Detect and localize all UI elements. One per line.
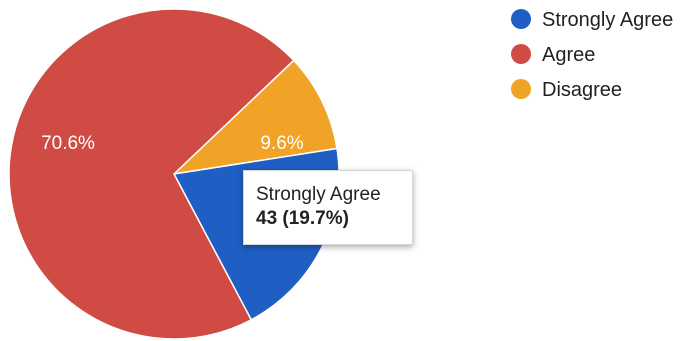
legend-label-agree[interactable]: Agree [542,44,595,66]
pie-slice-disagree[interactable] [171,59,338,176]
slice-label-disagree: 9.6% [260,133,303,154]
legend-label-strongly-agree[interactable]: Strongly Agree [542,9,673,31]
pie-slice-agree[interactable] [8,8,295,340]
legend-label-disagree[interactable]: Disagree [542,79,622,101]
tooltip-title: Strongly Agree [256,184,381,205]
legend: Strongly Agree Agree Disagree [511,9,673,101]
legend-marker-disagree [511,79,531,99]
tooltip: Strongly Agree 43 (19.7%) [243,170,413,245]
slice-label-agree: 70.6% [41,133,95,154]
tooltip-value: 43 (19.7%) [256,208,349,229]
legend-marker-agree [511,44,531,64]
legend-marker-strongly-agree [511,9,531,29]
